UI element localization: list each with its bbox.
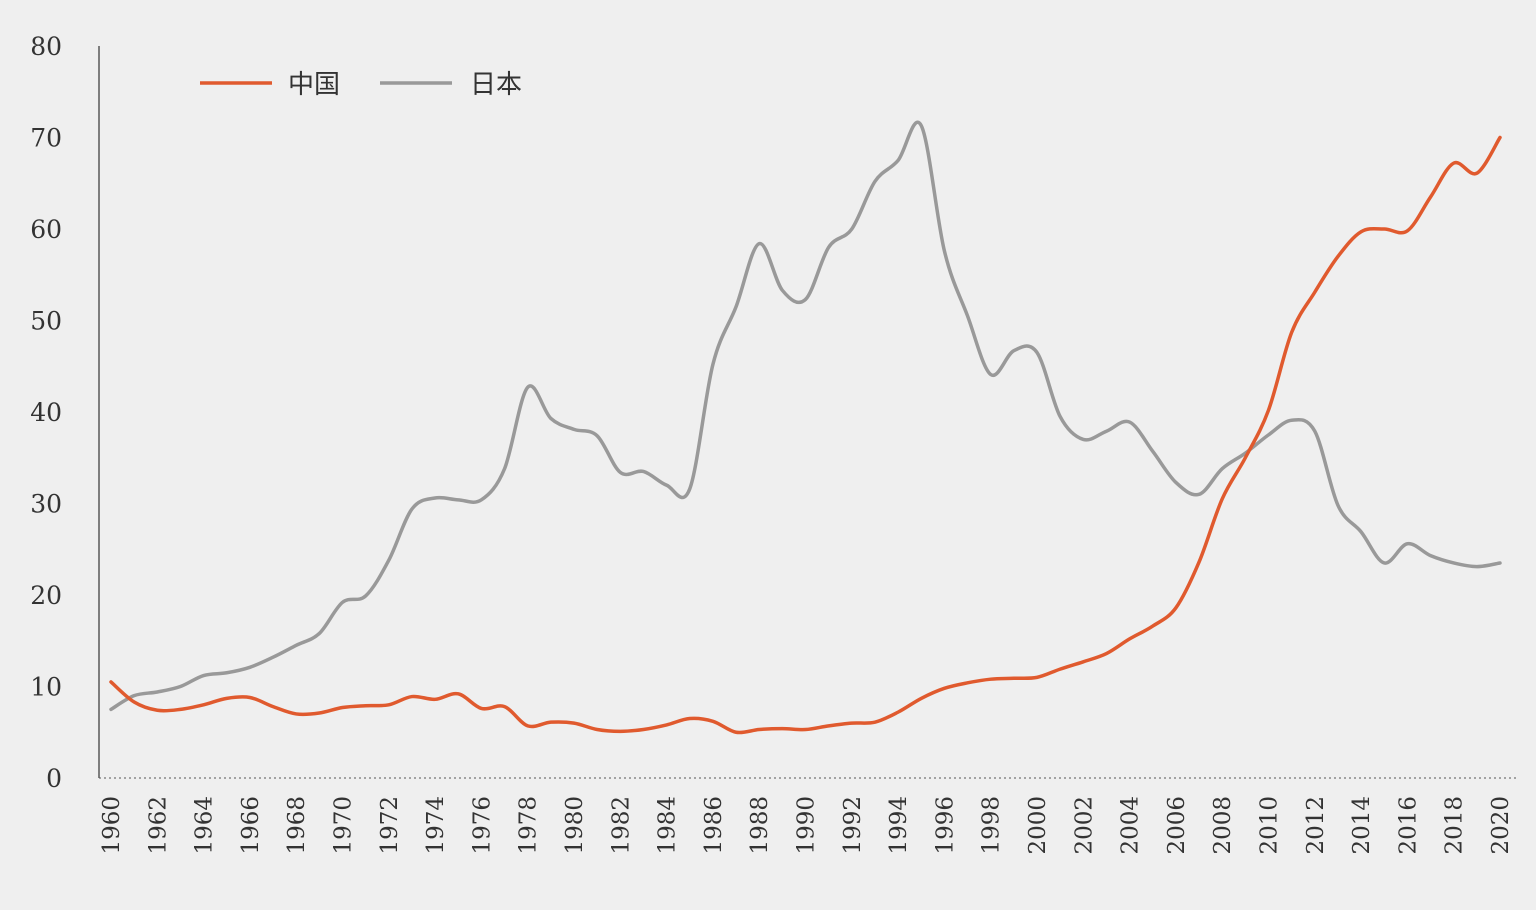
x-tick-label: 1972 (377, 796, 403, 855)
x-tick-label: 2012 (1303, 796, 1329, 855)
x-tick-label: 1966 (238, 796, 264, 855)
x-tick-label: 1976 (469, 796, 495, 855)
legend-label-china: 中国 (288, 70, 340, 100)
x-tick-label: 1980 (562, 796, 588, 855)
x-tick-label: 1960 (99, 796, 125, 855)
x-tick-label: 1994 (886, 796, 912, 855)
legend: 中国 日本 (200, 70, 522, 100)
x-tick-label: 2014 (1349, 796, 1375, 855)
y-tick-label: 60 (30, 215, 62, 244)
series-line-japan (109, 120, 1502, 712)
x-tick-label: 1982 (608, 796, 634, 855)
y-tick-labels: 0 10 20 30 40 50 60 70 80 (30, 32, 62, 793)
y-tick-label: 70 (30, 124, 62, 153)
x-tick-label: 1988 (747, 796, 773, 855)
x-tick-label: 1968 (284, 796, 310, 855)
x-tick-label: 2004 (1118, 796, 1144, 855)
legend-label-japan: 日本 (470, 70, 522, 100)
y-tick-label: 0 (46, 764, 62, 793)
x-tick-label: 2000 (1025, 796, 1051, 855)
legend-item-japan: 日本 (380, 70, 522, 100)
x-tick-label: 2008 (1210, 796, 1236, 855)
x-tick-label: 2020 (1488, 796, 1514, 855)
series-lines (109, 120, 1502, 735)
x-tick-label: 1970 (331, 796, 357, 855)
axes (98, 46, 1518, 779)
x-tick-label: 2016 (1395, 796, 1421, 855)
x-tick-label: 1964 (192, 796, 218, 855)
x-tick-label: 2010 (1257, 796, 1283, 855)
x-tick-label: 1996 (932, 796, 958, 855)
x-tick-label: 2006 (1164, 796, 1190, 855)
y-tick-label: 50 (30, 307, 62, 336)
x-tick-label: 1974 (423, 796, 449, 855)
x-tick-label: 1992 (840, 796, 866, 855)
y-tick-label: 40 (30, 398, 62, 427)
y-tick-label: 20 (30, 581, 62, 610)
x-tick-label: 1986 (701, 796, 727, 855)
x-tick-label: 1962 (145, 796, 171, 855)
legend-item-china: 中国 (200, 70, 340, 100)
x-tick-label: 1998 (979, 796, 1005, 855)
x-tick-labels: 1960 1962 1964 1966 1968 1970 1972 1974 1976 1978… (99, 796, 1514, 855)
x-tick-label: 1990 (794, 796, 820, 855)
y-tick-label: 10 (30, 673, 62, 702)
y-tick-label: 30 (30, 490, 62, 519)
x-tick-label: 1984 (655, 796, 681, 855)
x-tick-label: 2002 (1071, 796, 1097, 855)
x-tick-label: 1978 (516, 796, 542, 855)
series-line-china (109, 135, 1502, 735)
x-tick-label: 2018 (1442, 796, 1468, 855)
y-tick-label: 80 (30, 32, 62, 61)
